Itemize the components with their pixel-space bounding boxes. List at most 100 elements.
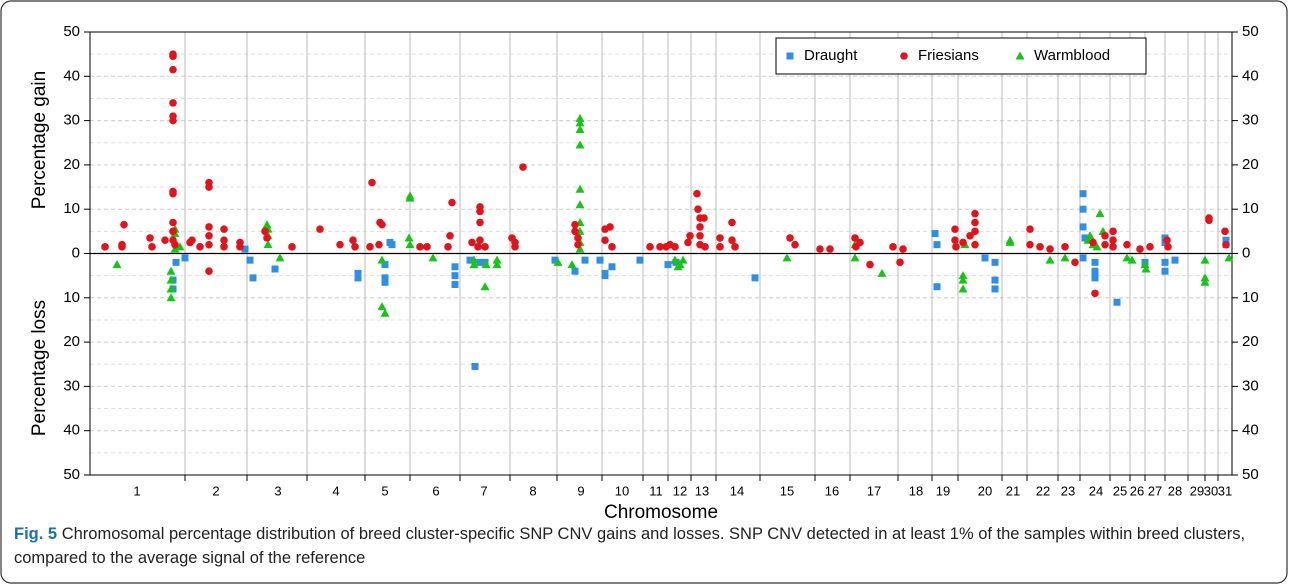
x-tick-label: 6 xyxy=(432,483,439,498)
y-label-gain: Percentage gain xyxy=(29,71,50,209)
point xyxy=(169,116,177,125)
point xyxy=(448,198,456,207)
point xyxy=(1085,231,1095,240)
point xyxy=(444,243,452,251)
point xyxy=(575,184,585,193)
point xyxy=(646,243,654,251)
x-tick-label: 31 xyxy=(1218,483,1232,498)
point xyxy=(511,243,519,251)
point xyxy=(1091,258,1099,266)
point xyxy=(172,258,180,266)
point xyxy=(166,275,176,284)
point xyxy=(381,278,389,286)
point xyxy=(220,243,228,251)
x-tick-label: 20 xyxy=(978,483,992,498)
point xyxy=(675,260,685,269)
x-tick-label: 22 xyxy=(1036,483,1050,498)
point xyxy=(608,263,616,271)
point xyxy=(336,240,344,249)
x-tick-label: 25 xyxy=(1113,483,1127,498)
point xyxy=(575,200,585,209)
point xyxy=(1095,209,1105,218)
point xyxy=(261,227,269,236)
point xyxy=(249,274,257,282)
point xyxy=(971,209,979,218)
point xyxy=(166,293,176,302)
y-tick-label: 20 xyxy=(63,156,80,173)
point xyxy=(958,284,968,293)
point xyxy=(1005,237,1015,246)
point xyxy=(381,274,389,282)
x-tick-label: 21 xyxy=(1006,483,1020,498)
point xyxy=(451,272,459,280)
point xyxy=(349,236,357,245)
point xyxy=(271,265,279,273)
point xyxy=(575,140,585,149)
legend-label: Friesians xyxy=(918,47,979,64)
y-tick-label: 0 xyxy=(72,244,80,261)
point xyxy=(1113,298,1121,306)
point xyxy=(1101,231,1109,240)
point xyxy=(220,236,228,245)
point xyxy=(377,255,387,264)
point xyxy=(791,240,799,249)
point xyxy=(866,260,874,269)
point xyxy=(181,254,189,262)
point xyxy=(469,260,479,269)
point xyxy=(1061,243,1069,251)
y2-tick-label: 30 xyxy=(1242,377,1259,394)
y2-tick-label: 0 xyxy=(1242,244,1250,261)
point xyxy=(368,178,376,187)
point xyxy=(1079,223,1087,231)
point xyxy=(571,227,579,236)
point xyxy=(1079,190,1087,198)
legend-label: Draught xyxy=(804,47,858,64)
point xyxy=(575,118,585,127)
x-tick-label: 7 xyxy=(480,483,487,498)
point xyxy=(1092,242,1102,251)
y2-tick-label: 10 xyxy=(1242,289,1259,306)
point xyxy=(1036,243,1044,251)
point xyxy=(981,254,989,262)
y-tick-label: 50 xyxy=(63,23,80,40)
x-tick-label: 15 xyxy=(780,483,794,498)
point xyxy=(468,238,476,247)
point xyxy=(670,255,680,264)
point xyxy=(354,269,362,277)
point xyxy=(476,218,484,227)
point xyxy=(170,244,180,253)
x-tick-label: 3 xyxy=(274,483,281,498)
point xyxy=(574,234,582,242)
x-tick-label: 14 xyxy=(730,483,744,498)
point xyxy=(169,227,177,236)
plot-frame xyxy=(89,31,1233,476)
point xyxy=(933,283,941,291)
point xyxy=(263,234,271,242)
point xyxy=(169,99,177,107)
point xyxy=(1123,240,1131,249)
x-tick-label: 8 xyxy=(529,483,536,498)
y-tick-label: 10 xyxy=(63,289,80,306)
point xyxy=(1045,255,1055,264)
point xyxy=(171,240,179,249)
point xyxy=(958,271,968,280)
point xyxy=(694,205,702,213)
y-tick-label: 30 xyxy=(63,112,80,129)
y2-tick-label: 20 xyxy=(1242,156,1259,173)
x-tick-label: 11 xyxy=(649,483,663,498)
point xyxy=(1109,243,1117,251)
x-tick-label: 19 xyxy=(936,483,950,498)
point xyxy=(656,243,664,251)
point xyxy=(1091,267,1099,275)
point xyxy=(404,233,414,242)
point xyxy=(1205,216,1213,225)
point xyxy=(480,282,490,291)
point xyxy=(471,362,479,370)
point xyxy=(991,285,999,293)
point xyxy=(1146,243,1154,251)
point xyxy=(786,234,794,242)
point xyxy=(601,236,609,245)
point xyxy=(381,261,389,269)
point xyxy=(567,260,577,269)
